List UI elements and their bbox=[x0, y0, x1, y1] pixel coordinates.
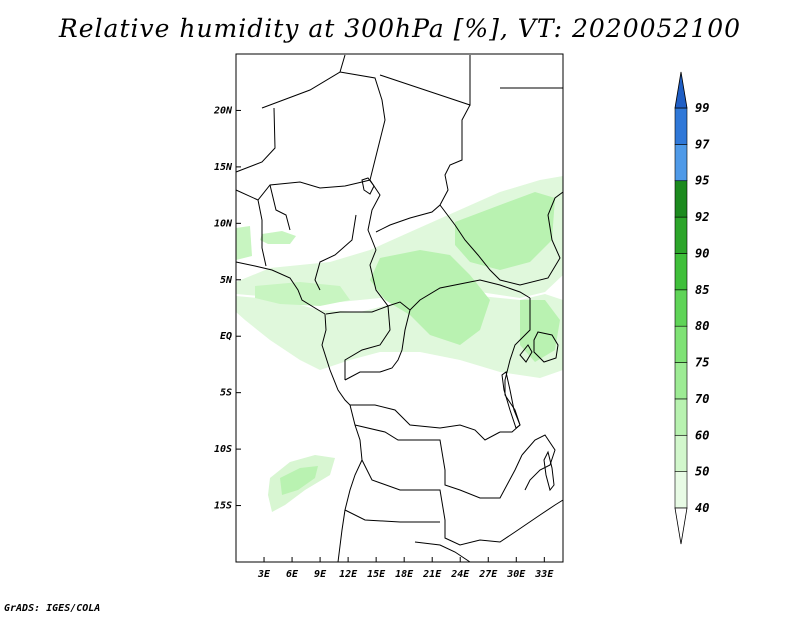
lake-victoria bbox=[533, 331, 559, 363]
border-16 bbox=[350, 404, 501, 441]
lon-tick-label: 21E bbox=[422, 569, 442, 580]
colorbar-label: 40 bbox=[695, 501, 709, 515]
lon-tick-label: 9E bbox=[314, 569, 327, 580]
lat-tick-label: 10N bbox=[214, 218, 233, 229]
colorbar-label: 70 bbox=[695, 392, 709, 406]
longitude-axis: 3E 6E 9E 12E 15E 18E 21E 24E 27E 30E 33E bbox=[257, 557, 554, 580]
border-20 bbox=[414, 541, 471, 563]
lon-tick-label: 27E bbox=[478, 569, 498, 580]
humidity-core-center bbox=[370, 250, 490, 345]
coastline bbox=[235, 261, 363, 563]
colorbar-label: 99 bbox=[695, 101, 709, 115]
lat-tick-label: 20N bbox=[213, 105, 233, 116]
colorbar-cap-bottom bbox=[674, 507, 688, 545]
lake-tanganyika bbox=[501, 371, 521, 429]
border-11 bbox=[439, 191, 564, 286]
colorbar-label: 97 bbox=[695, 137, 710, 151]
border-18 bbox=[361, 459, 564, 546]
colorbar-segment bbox=[674, 180, 688, 218]
border-5 bbox=[375, 104, 471, 233]
colorbar-segment bbox=[674, 216, 688, 254]
lat-tick-label: EQ bbox=[220, 331, 232, 342]
border-9 bbox=[314, 214, 357, 291]
lat-tick-label: 5N bbox=[220, 275, 233, 286]
border-7 bbox=[257, 199, 267, 267]
humidity-core-west bbox=[255, 282, 350, 306]
credit-text: GrADS: IGES/COLA bbox=[4, 603, 101, 614]
border-13 bbox=[344, 305, 391, 380]
colorbar-label: 92 bbox=[695, 210, 709, 224]
colorbar-label: 60 bbox=[695, 428, 709, 442]
border-21 bbox=[521, 434, 556, 491]
lake-malawi bbox=[543, 450, 555, 492]
map-frame bbox=[235, 53, 564, 563]
colorbar-label: 75 bbox=[695, 356, 709, 370]
lon-tick-label: 6E bbox=[286, 569, 299, 580]
colorbar-segment bbox=[674, 362, 688, 400]
latitude-axis: 20N 15N 10N 5N EQ 5S 10S 15S bbox=[213, 105, 241, 512]
humidity-shading bbox=[236, 176, 563, 512]
border-3 bbox=[339, 71, 386, 251]
border-4 bbox=[379, 55, 471, 106]
humidity-patch-south-core bbox=[280, 466, 318, 495]
colorbar-label: 95 bbox=[695, 174, 709, 188]
lake-chad bbox=[361, 177, 375, 195]
lon-tick-label: 30E bbox=[506, 569, 526, 580]
border-6 bbox=[235, 179, 371, 201]
border-1 bbox=[235, 107, 276, 173]
colorbar-segment bbox=[674, 325, 688, 363]
colorbar-label: 90 bbox=[695, 246, 709, 260]
colorbar-segment bbox=[674, 253, 688, 291]
lon-tick-label: 3E bbox=[257, 569, 271, 580]
colorbar-segment bbox=[674, 471, 688, 509]
colorbar-segment bbox=[674, 107, 688, 145]
border-8 bbox=[269, 184, 291, 231]
lat-tick-label: 15N bbox=[214, 162, 233, 173]
lat-tick-label: 10S bbox=[214, 444, 232, 455]
border-19 bbox=[344, 509, 440, 523]
border-17 bbox=[354, 424, 523, 499]
border-2 bbox=[261, 54, 346, 109]
colorbar-segment bbox=[674, 289, 688, 327]
country-borders bbox=[235, 54, 564, 563]
colorbar-segment bbox=[674, 144, 688, 182]
colorbar-cap-top bbox=[674, 71, 688, 109]
map-title: Relative humidity at 300hPa [%], VT: 202… bbox=[58, 14, 742, 43]
colorbar-segment bbox=[674, 434, 688, 472]
colorbar-label: 50 bbox=[695, 465, 709, 479]
lat-tick-label: 5S bbox=[220, 388, 232, 399]
lon-tick-label: 18E bbox=[395, 569, 414, 580]
border-12 bbox=[387, 279, 531, 311]
lon-tick-label: 12E bbox=[339, 569, 358, 580]
lon-tick-label: 33E bbox=[534, 569, 554, 580]
colorbar-segment bbox=[674, 398, 688, 436]
border-23 bbox=[519, 344, 533, 363]
humidity-patch-nigeria bbox=[260, 231, 296, 244]
colorbar-label: 85 bbox=[695, 283, 709, 297]
colorbar: 40 50 60 70 75 80 85 90 92 95 97 99 bbox=[674, 71, 710, 545]
lat-tick-label: 15S bbox=[214, 501, 232, 512]
lon-tick-label: 15E bbox=[367, 569, 386, 580]
lon-tick-label: 24E bbox=[450, 569, 470, 580]
humidity-patch-westcoast bbox=[236, 226, 252, 260]
colorbar-label: 80 bbox=[695, 319, 709, 333]
humidity-core-ne bbox=[455, 192, 555, 270]
border-14 bbox=[344, 309, 411, 381]
